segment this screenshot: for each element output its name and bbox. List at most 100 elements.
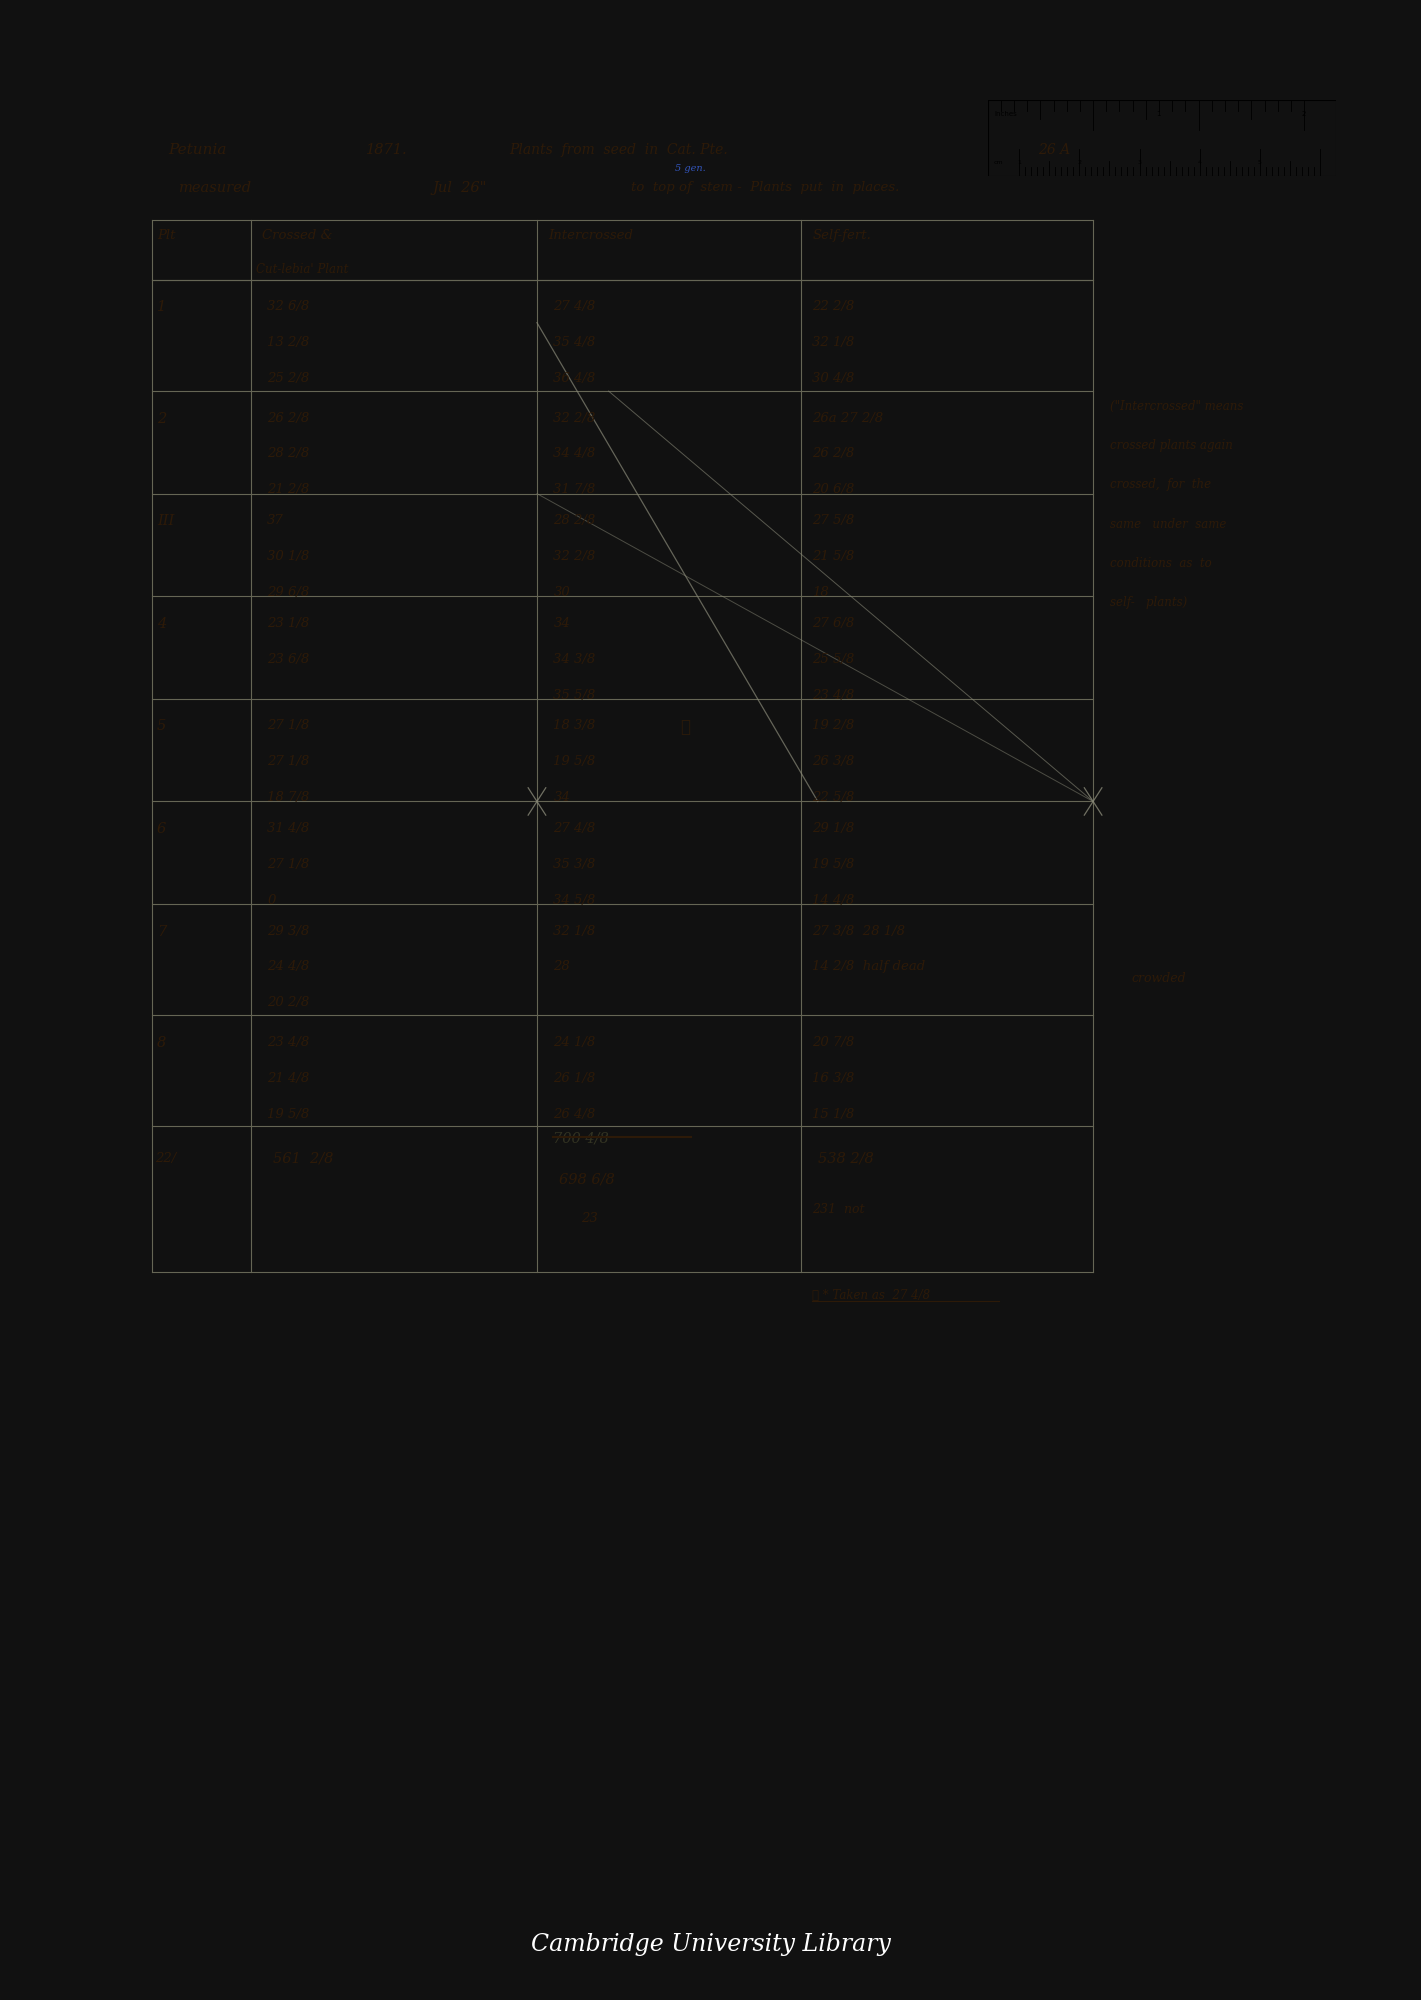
Text: Crossed &: Crossed & <box>261 228 333 242</box>
Text: 28 2/8: 28 2/8 <box>554 514 595 528</box>
Text: 23 6/8: 23 6/8 <box>267 652 310 666</box>
Text: 18 3/8: 18 3/8 <box>554 720 595 732</box>
Text: 21 2/8: 21 2/8 <box>267 484 310 496</box>
Text: 4: 4 <box>1198 160 1202 164</box>
Text: 28 2/8: 28 2/8 <box>267 448 310 460</box>
Text: 26 2/8: 26 2/8 <box>267 412 310 424</box>
Text: 29 3/8: 29 3/8 <box>267 924 310 938</box>
Text: 35 3/8: 35 3/8 <box>554 858 595 870</box>
Text: Plt: Plt <box>156 228 176 242</box>
Text: 538 2/8: 538 2/8 <box>818 1152 874 1166</box>
Text: 27 6/8: 27 6/8 <box>813 616 854 630</box>
Text: 26 4/8: 26 4/8 <box>554 1108 595 1120</box>
Text: 34 4/8: 34 4/8 <box>554 448 595 460</box>
Text: 27 4/8: 27 4/8 <box>554 822 595 834</box>
Text: 23 4/8: 23 4/8 <box>813 688 854 702</box>
Text: 5: 5 <box>1258 160 1262 164</box>
Text: Cut-lebia' Plant: Cut-lebia' Plant <box>256 262 348 276</box>
Text: to  top of  stem -  Plants  put  in  places.: to top of stem - Plants put in places. <box>631 180 899 194</box>
Text: III: III <box>156 514 175 528</box>
Text: 19 2/8: 19 2/8 <box>813 720 854 732</box>
Text: 37: 37 <box>267 514 284 528</box>
Text: 698 6/8: 698 6/8 <box>558 1172 615 1186</box>
Text: 1: 1 <box>1017 160 1022 164</box>
Text: 561  2/8: 561 2/8 <box>273 1152 333 1166</box>
Text: 2: 2 <box>1077 160 1081 164</box>
Text: 29 1/8: 29 1/8 <box>813 822 854 834</box>
Text: 27 3/8  28 1/8: 27 3/8 28 1/8 <box>813 924 905 938</box>
Text: 0: 0 <box>267 894 276 906</box>
Text: 34 5/8: 34 5/8 <box>554 894 595 906</box>
Text: 27 1/8: 27 1/8 <box>267 858 310 870</box>
Text: ✱: ✱ <box>681 720 691 736</box>
Text: 31 7/8: 31 7/8 <box>554 484 595 496</box>
Text: 35 5/8: 35 5/8 <box>554 688 595 702</box>
Text: 27 5/8: 27 5/8 <box>813 514 854 528</box>
Text: 26a 27 2/8: 26a 27 2/8 <box>813 412 884 424</box>
Text: 36 4/8: 36 4/8 <box>554 372 595 386</box>
Text: 23: 23 <box>581 1212 598 1224</box>
Text: 19 5/8: 19 5/8 <box>554 756 595 768</box>
Text: 32 1/8: 32 1/8 <box>554 924 595 938</box>
Text: 24 1/8: 24 1/8 <box>554 1036 595 1048</box>
Text: 20 7/8: 20 7/8 <box>813 1036 854 1048</box>
Text: 32 2/8: 32 2/8 <box>554 550 595 564</box>
Text: 25 2/8: 25 2/8 <box>267 372 310 386</box>
Text: Plants  from  seed  in  Cat. Pte.: Plants from seed in Cat. Pte. <box>510 144 728 158</box>
Text: 21 4/8: 21 4/8 <box>267 1072 310 1084</box>
Text: 1: 1 <box>156 300 166 314</box>
Text: 29 6/8: 29 6/8 <box>267 586 310 598</box>
Text: 15 1/8: 15 1/8 <box>813 1108 854 1120</box>
Text: cm: cm <box>993 160 1003 164</box>
Text: 28: 28 <box>554 960 570 974</box>
Text: 34: 34 <box>554 792 570 804</box>
Text: 34 3/8: 34 3/8 <box>554 652 595 666</box>
Text: Jul  26": Jul 26" <box>432 180 487 194</box>
Text: 2: 2 <box>1302 112 1306 118</box>
Text: conditions  as  to: conditions as to <box>1110 556 1211 570</box>
Text: crossed,  for  the: crossed, for the <box>1110 478 1211 492</box>
Text: 18 7/8: 18 7/8 <box>267 792 310 804</box>
Text: 22 5/8: 22 5/8 <box>813 792 854 804</box>
Text: 34: 34 <box>554 616 570 630</box>
Text: 26 A: 26 A <box>1037 144 1070 158</box>
Text: 27 4/8: 27 4/8 <box>554 300 595 314</box>
Text: 19 5/8: 19 5/8 <box>813 858 854 870</box>
Text: 26 3/8: 26 3/8 <box>813 756 854 768</box>
Text: Petunia: Petunia <box>168 144 226 158</box>
Text: 700 4/8: 700 4/8 <box>554 1132 610 1146</box>
Text: 3: 3 <box>1138 160 1141 164</box>
Text: same   under  same: same under same <box>1110 518 1226 530</box>
Text: 32 1/8: 32 1/8 <box>813 336 854 350</box>
Text: Inches: Inches <box>993 112 1016 118</box>
Text: 19 5/8: 19 5/8 <box>267 1108 310 1120</box>
Text: 26 2/8: 26 2/8 <box>813 448 854 460</box>
Text: ("Intercrossed" means: ("Intercrossed" means <box>1110 400 1243 412</box>
Text: Cambridge University Library: Cambridge University Library <box>530 1932 891 1956</box>
Text: 32 6/8: 32 6/8 <box>267 300 310 314</box>
Text: 30 4/8: 30 4/8 <box>813 372 854 386</box>
Text: 35 4/8: 35 4/8 <box>554 336 595 350</box>
Text: 2: 2 <box>156 412 166 426</box>
Text: 25 5/8: 25 5/8 <box>813 652 854 666</box>
Text: 231  not: 231 not <box>813 1204 865 1216</box>
Text: 27 1/8: 27 1/8 <box>267 756 310 768</box>
Text: 5 gen.: 5 gen. <box>675 164 705 172</box>
Text: 23 1/8: 23 1/8 <box>267 616 310 630</box>
Text: 14 2/8  half dead: 14 2/8 half dead <box>813 960 925 974</box>
Text: 20 6/8: 20 6/8 <box>813 484 854 496</box>
Text: 30: 30 <box>554 586 570 598</box>
Text: 5: 5 <box>156 720 166 734</box>
Text: ✱ * Taken as  27 4/8: ✱ * Taken as 27 4/8 <box>813 1288 931 1302</box>
Text: 31 4/8: 31 4/8 <box>267 822 310 834</box>
Text: measured: measured <box>179 180 252 194</box>
Text: 16 3/8: 16 3/8 <box>813 1072 854 1084</box>
Text: 23 4/8: 23 4/8 <box>267 1036 310 1048</box>
Text: 26 1/8: 26 1/8 <box>554 1072 595 1084</box>
Text: 1871.: 1871. <box>367 144 408 158</box>
Text: 30 1/8: 30 1/8 <box>267 550 310 564</box>
Text: 22 2/8: 22 2/8 <box>813 300 854 314</box>
Text: 27 1/8: 27 1/8 <box>267 720 310 732</box>
Text: 1: 1 <box>1157 112 1161 118</box>
Text: 8: 8 <box>156 1036 166 1050</box>
